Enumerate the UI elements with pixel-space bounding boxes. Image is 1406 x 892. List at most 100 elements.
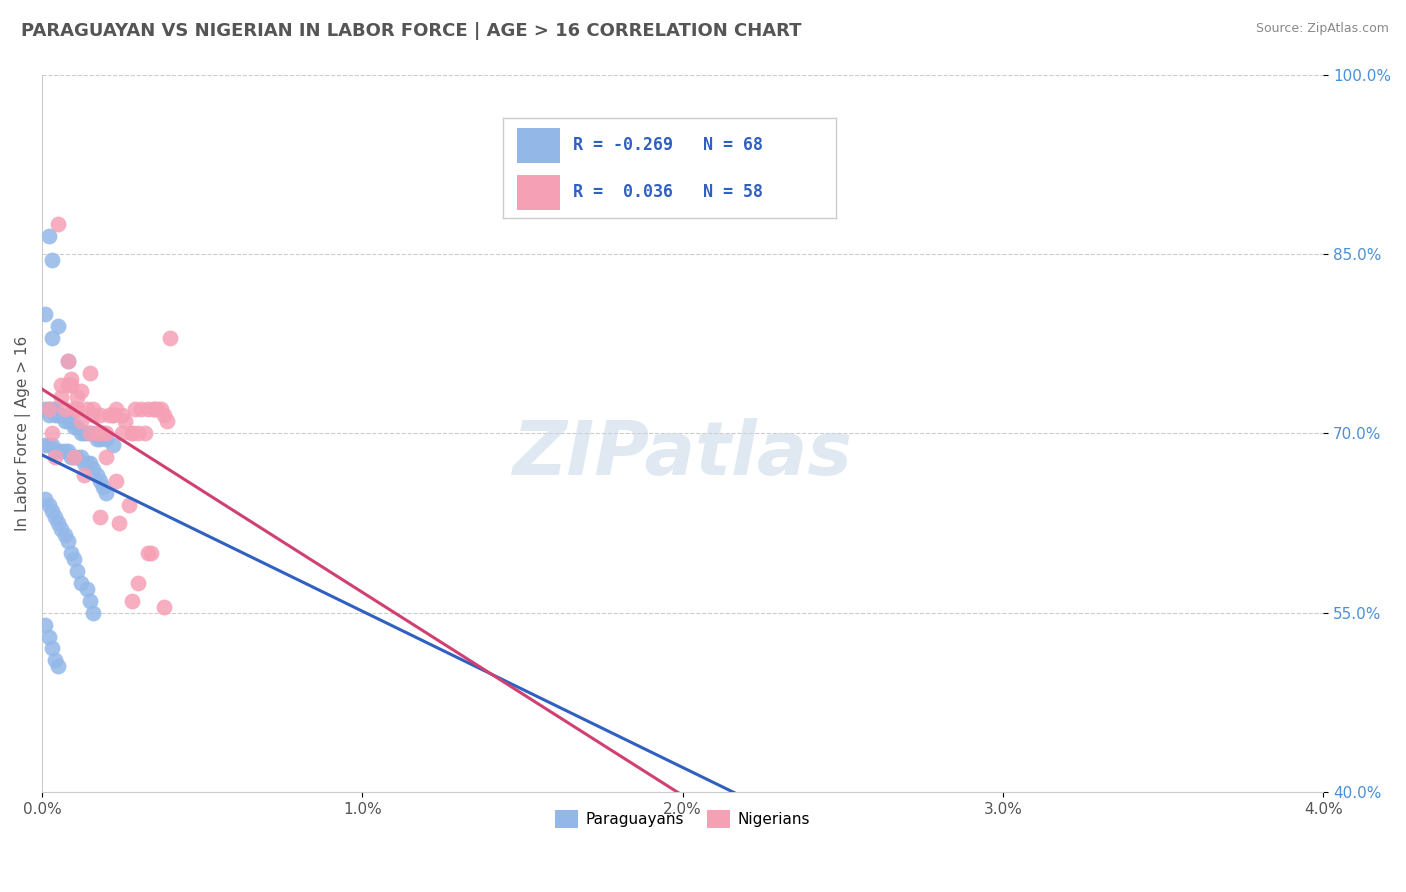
Point [96,450,118,465]
Point [53,414,76,428]
Point [111,409,134,423]
Point [101,438,124,452]
Point [143,402,166,417]
Point [82,402,104,417]
Point [41,330,63,344]
Point [121,426,143,441]
Point [159,330,181,344]
Point [82,426,104,441]
Point [46,318,69,333]
Point [86,468,108,483]
Point [41,426,63,441]
Point [38,229,60,244]
Point [108,516,131,530]
Point [59,378,82,392]
Y-axis label: In Labor Force | Age > 16: In Labor Force | Age > 16 [15,335,31,531]
Point [79,456,101,470]
Point [63,420,86,434]
Point [59,546,82,560]
Point [82,462,104,476]
Point [38,630,60,644]
Point [41,402,63,417]
Point [34,402,56,417]
Point [53,528,76,542]
Point [96,426,118,441]
Point [41,504,63,518]
Point [76,402,98,417]
Point [66,450,89,465]
Point [86,432,108,446]
Point [44,402,66,417]
Point [79,367,101,381]
Point [136,546,159,560]
Point [66,402,89,417]
Point [149,402,172,417]
Point [66,420,89,434]
Point [44,653,66,667]
Text: Source: ZipAtlas.com: Source: ZipAtlas.com [1256,22,1389,36]
Point [86,426,108,441]
Point [69,575,91,590]
Point [89,474,111,488]
Point [124,402,146,417]
Point [76,426,98,441]
Text: ZIPatlas: ZIPatlas [513,418,852,491]
Point [89,409,111,423]
Point [44,409,66,423]
Point [41,641,63,656]
Point [38,438,60,452]
Point [63,402,86,417]
Point [51,409,73,423]
Point [127,575,149,590]
Point [46,409,69,423]
Point [153,409,176,423]
Legend: Paraguayans, Nigerians: Paraguayans, Nigerians [550,804,817,835]
Point [51,390,73,404]
Point [69,384,91,399]
Point [51,522,73,536]
Point [66,564,89,578]
Point [73,426,96,441]
Point [104,402,127,417]
Point [153,599,176,614]
Point [114,414,136,428]
Point [89,510,111,524]
Point [56,444,79,458]
Point [131,402,153,417]
Point [46,516,69,530]
Point [34,617,56,632]
Point [69,414,91,428]
Point [38,409,60,423]
Point [73,468,96,483]
Point [38,402,60,417]
Point [139,546,162,560]
Point [146,402,169,417]
Point [56,414,79,428]
Point [111,426,134,441]
Point [66,390,89,404]
Point [76,456,98,470]
Point [59,414,82,428]
Point [63,450,86,465]
Point [53,402,76,417]
Point [44,444,66,458]
Point [63,450,86,465]
Point [101,409,124,423]
Point [117,498,139,512]
Point [56,533,79,548]
Point [46,444,69,458]
Point [121,593,143,607]
Point [34,307,56,321]
Point [41,438,63,452]
Point [59,372,82,386]
Point [121,426,143,441]
Point [143,402,166,417]
Point [82,409,104,423]
Point [73,456,96,470]
Point [156,414,179,428]
Point [34,438,56,452]
Point [82,606,104,620]
Point [96,432,118,446]
Point [34,491,56,506]
Point [38,402,60,417]
